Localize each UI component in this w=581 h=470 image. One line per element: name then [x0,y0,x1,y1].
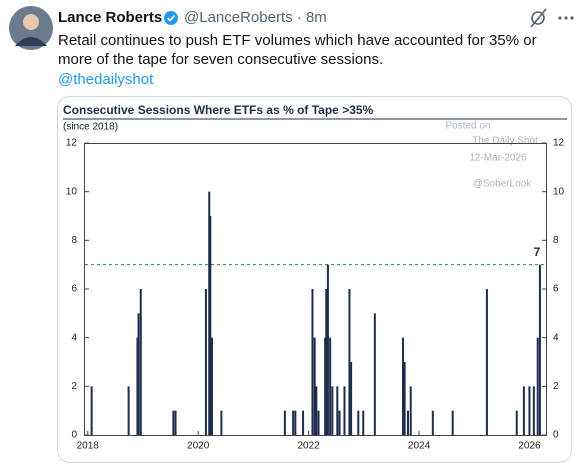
bar [313,337,316,435]
author-meta: @LanceRoberts · 8m [184,9,327,26]
bar [302,410,305,435]
y-tick-label: 6 [71,284,77,295]
grok-slash [530,8,547,28]
bar [136,337,139,435]
bar [348,289,351,435]
bar [90,386,93,435]
bar [174,410,177,435]
tweet-text: more of the tape for seven consecutive s… [58,51,383,68]
bar [172,410,175,435]
x-tick-label: 2018 [77,441,100,452]
watermark: The Daily Shot [472,136,538,147]
bar [324,337,327,435]
bar [331,386,334,435]
bar [402,337,405,435]
y-tick-label: 12 [66,138,78,149]
y-tick-label: 8 [71,235,77,246]
bar [538,264,541,435]
bar [431,410,434,435]
bar [220,410,223,435]
bar [406,410,409,435]
bar [326,264,329,435]
bar [209,216,212,435]
bar [343,386,346,435]
tweet-text: Retail continues to push ETF volumes whi… [58,32,537,49]
tweet-link[interactable]: @thedailyshot [58,71,154,88]
bar [311,289,314,435]
y2-tick-label: 10 [553,186,565,197]
plot-frame [84,143,547,436]
bar [208,191,211,435]
x-tick-label: 2026 [518,441,541,452]
bar [336,386,339,435]
author-name[interactable]: Lance Roberts [58,9,162,26]
check [166,14,176,22]
y2-tick-label: 2 [553,381,559,392]
y2-tick-label: 8 [553,235,559,246]
bar [403,362,406,435]
media-frame[interactable] [57,96,572,463]
bar [210,337,213,435]
watermark: Posted on [445,121,490,132]
bar [315,386,318,435]
threshold-label: 7 [534,245,541,259]
bar [325,289,328,435]
x-tick-label: 2022 [297,441,320,452]
bar [373,313,376,435]
watermark: 12-Mar-2026 [469,153,527,164]
bar [522,386,525,435]
bar [528,386,531,435]
verified-badge [164,11,178,25]
watermark: @SoberLook [473,179,533,190]
bar [137,313,140,435]
y2-tick-label: 4 [553,332,559,343]
bar [515,410,518,435]
bar [338,410,341,435]
bar [350,362,353,435]
y-tick-label: 2 [71,381,77,392]
bar [536,337,539,435]
bar [317,410,320,435]
chart-subtitle: (since 2018) [63,122,118,133]
avatar-face [23,14,39,30]
more-dot [564,16,568,20]
bar [409,386,412,435]
bar [294,410,297,435]
y-tick-label: 10 [66,186,78,197]
grok-icon[interactable] [531,11,545,25]
bar [357,410,360,435]
y2-tick-label: 12 [553,138,565,149]
bar [329,337,332,435]
bar [204,289,207,435]
bar [139,289,142,435]
bar [362,410,365,435]
bar [485,289,488,435]
x-tick-label: 2020 [187,441,210,452]
y-tick-label: 0 [71,430,77,441]
x-tick-label: 2024 [408,441,431,452]
y2-tick-label: 6 [553,284,559,295]
bar [451,410,454,435]
bar [292,410,295,435]
avatar-body [15,37,47,46]
more-dot[interactable] [558,16,562,20]
chart-title: Consecutive Sessions Where ETFs as % of … [63,103,374,117]
bar [283,410,286,435]
y2-tick-label: 0 [553,430,559,441]
y-tick-label: 4 [71,332,77,343]
bar [127,386,130,435]
more-dot [570,16,574,20]
bar [532,386,535,435]
